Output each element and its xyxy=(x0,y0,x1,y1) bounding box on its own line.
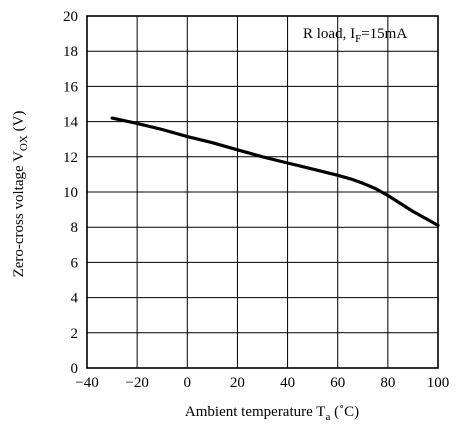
y-tick-label: 16 xyxy=(63,79,79,95)
x-tick-label: 20 xyxy=(230,375,245,391)
x-tick-label: −40 xyxy=(75,375,98,391)
x-tick-label: 100 xyxy=(427,375,450,391)
y-tick-label: 2 xyxy=(71,326,79,342)
y-tick-label: 0 xyxy=(71,361,79,377)
y-tick-label: 6 xyxy=(71,255,79,271)
tick-labels: −40 −20 0 20 40 60 80 100 0 2 4 6 8 10 12 14 16 18 20 xyxy=(63,9,449,391)
x-tick-label: 80 xyxy=(380,375,395,391)
y-tick-label: 8 xyxy=(71,220,79,236)
x-tick-label: 0 xyxy=(184,375,192,391)
y-tick-label: 12 xyxy=(63,150,78,166)
y-tick-label: 4 xyxy=(71,291,79,307)
series-line-vox xyxy=(110,116,440,227)
annotation-label: R load, IF=15mA xyxy=(303,26,407,45)
x-axis-label: Ambient temperature Ta (˚C) xyxy=(185,404,359,423)
y-tick-label: 10 xyxy=(63,185,78,201)
y-tick-label: 18 xyxy=(63,44,78,60)
y-axis-label: Zero-cross voltage VOX (V) xyxy=(11,111,30,278)
x-tick-label: 60 xyxy=(330,375,345,391)
x-tick-label: −20 xyxy=(125,375,148,391)
y-tick-label: 20 xyxy=(63,9,78,25)
y-tick-label: 14 xyxy=(63,115,79,131)
plot-frame xyxy=(86,15,439,369)
x-tick-label: 40 xyxy=(280,375,295,391)
grid xyxy=(86,15,439,369)
